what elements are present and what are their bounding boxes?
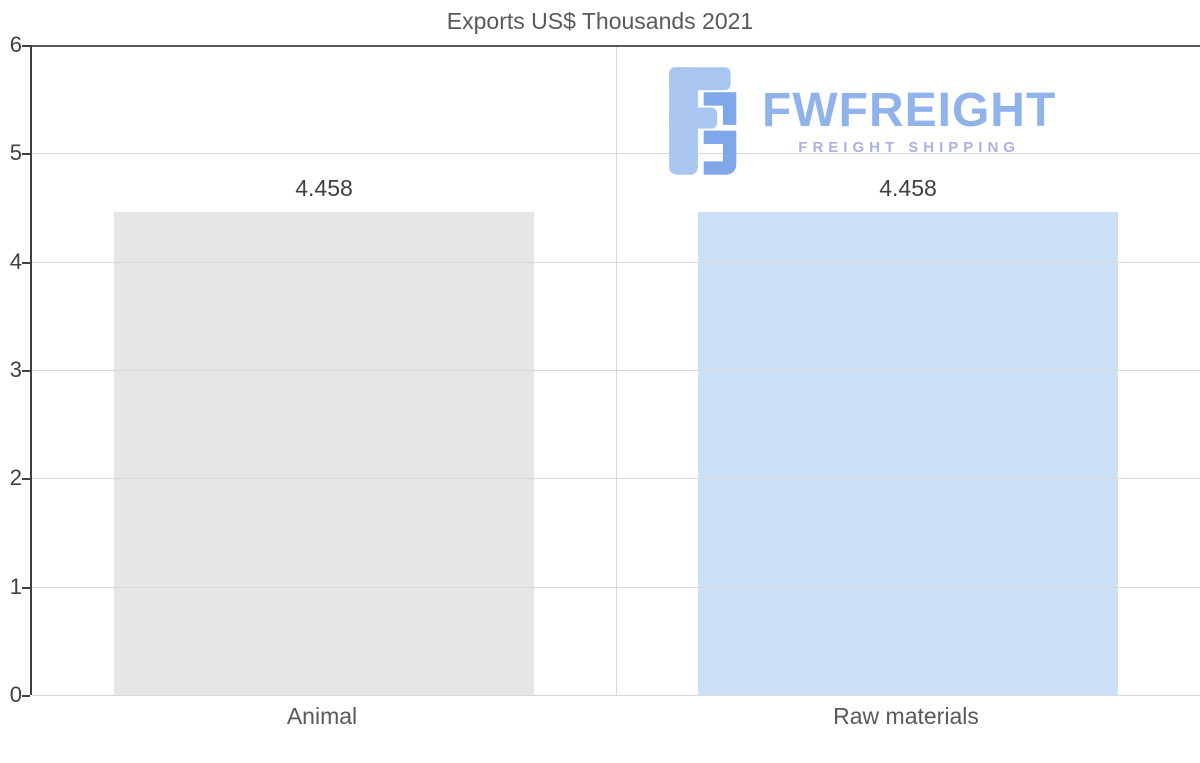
bar-group-animal: 4.458 bbox=[32, 45, 616, 695]
y-tickmark-0 bbox=[22, 695, 30, 697]
bar-animal bbox=[113, 212, 535, 695]
y-tickmark-3 bbox=[22, 370, 30, 372]
y-tickmark-4 bbox=[22, 261, 30, 264]
chart-title: Exports US$ Thousands 2021 bbox=[446, 8, 754, 34]
y-tick-label-5: 5 bbox=[9, 140, 22, 166]
y-axis-labels: 0 1 2 3 4 5 6 bbox=[0, 32, 22, 707]
y-tick-label-4: 4 bbox=[9, 248, 22, 274]
gridline-y-2 bbox=[32, 478, 1200, 480]
y-tick-label-1: 1 bbox=[9, 573, 22, 599]
bar-group-raw-materials: 4.458 bbox=[616, 45, 1200, 695]
gridline-y-3 bbox=[32, 370, 1200, 371]
bar-value-label-raw-materials: 4.458 bbox=[879, 175, 937, 202]
bar-value-label-animal: 4.458 bbox=[295, 175, 353, 202]
bars-row: 4.458 4.458 bbox=[32, 45, 1200, 695]
y-tickmark-5 bbox=[22, 153, 30, 156]
x-axis-labels: Animal Raw materials bbox=[30, 703, 1198, 730]
x-axis-label-raw-materials: Raw materials bbox=[833, 703, 979, 729]
gridline-y-6 bbox=[32, 45, 1200, 47]
y-tick-label-3: 3 bbox=[9, 357, 22, 382]
bar-raw-materials bbox=[697, 212, 1119, 695]
y-tick-label-2: 2 bbox=[9, 465, 22, 491]
y-tick-label-6: 6 bbox=[9, 32, 22, 57]
gridline-y-5 bbox=[32, 153, 1200, 155]
gridline-y-4 bbox=[32, 261, 1200, 263]
plot-area: 4.458 4.458 bbox=[22, 45, 1200, 697]
y-tickmark-6 bbox=[22, 45, 30, 47]
y-tickmark-1 bbox=[22, 586, 30, 589]
y-tick-label-0: 0 bbox=[9, 682, 22, 707]
x-axis-label-animal: Animal bbox=[286, 703, 358, 729]
y-tickmark-2 bbox=[22, 478, 30, 481]
gridline-y-1 bbox=[32, 586, 1200, 588]
gridline-y-0 bbox=[32, 695, 1200, 696]
